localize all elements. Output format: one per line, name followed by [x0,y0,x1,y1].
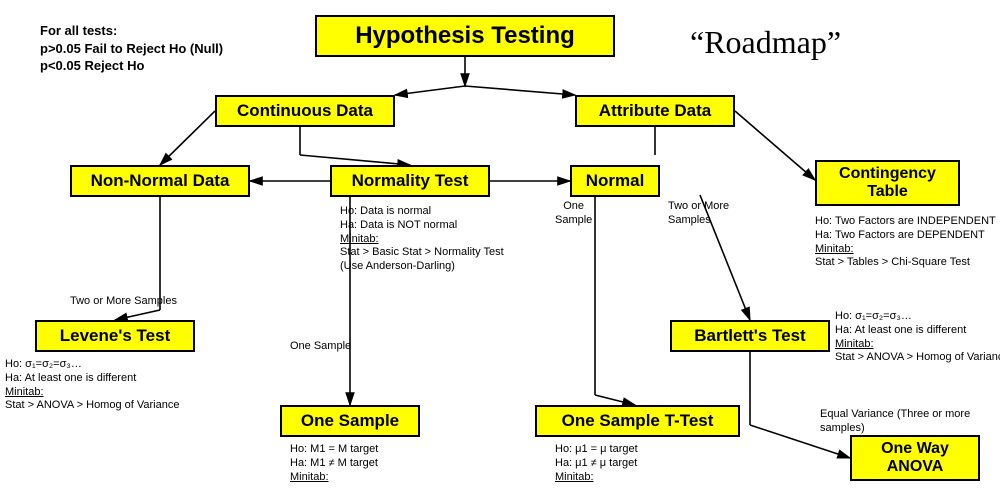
node-attribute-data: Attribute Data [575,95,735,127]
node-one-sample-t-test: One Sample T-Test [535,405,740,437]
label-two-or-more-samples-2: Two or MoreSamples [668,200,729,228]
node-non-normal-data: Non-Normal Data [70,165,250,197]
header-note-2: p>0.05 Fail to Reject Ho (Null) [40,41,223,56]
label-one-sample-1: One Sample [290,340,351,354]
label-one-sample-2: OneSample [555,200,592,228]
label-equal-variance: Equal Variance (Three or more samples) [820,408,1000,436]
caption-contingency: Ho: Two Factors are INDEPENDENTHa: Two F… [815,215,1000,270]
caption-levene: Ho: σ₁=σ₂=σ₃…Ha: At least one is differe… [5,358,225,413]
node-normal: Normal [570,165,660,197]
node-contingency-table: Contingency Table [815,160,960,206]
node-one-sample: One Sample [280,405,420,437]
caption-one-sample: Ho: M1 = M targetHa: M1 ≠ M targetMinita… [290,443,470,484]
node-bartlett-test: Bartlett's Test [670,320,830,352]
node-levene-test: Levene's Test [35,320,195,352]
header-note-1: For all tests: [40,23,117,38]
header-note-3: p<0.05 Reject Ho [40,58,144,73]
flowchart-stage: For all tests: p>0.05 Fail to Reject Ho … [0,0,1000,500]
node-continuous-data: Continuous Data [215,95,395,127]
label-two-or-more-samples-1: Two or More Samples [70,295,177,309]
caption-normality-test: Ho: Data is normalHa: Data is NOT normal… [340,205,550,274]
node-normality-test: Normality Test [330,165,490,197]
node-one-way-anova: One Way ANOVA [850,435,980,481]
roadmap-title: “Roadmap” [690,24,841,61]
caption-one-sample-t: Ho: μ1 = μ targetHa: μ1 ≠ μ targetMinita… [555,443,735,484]
node-hypothesis-testing: Hypothesis Testing [315,15,615,57]
header-note: For all tests: p>0.05 Fail to Reject Ho … [40,22,223,75]
caption-bartlett: Ho: σ₁=σ₂=σ₃…Ha: At least one is differe… [835,310,1000,365]
